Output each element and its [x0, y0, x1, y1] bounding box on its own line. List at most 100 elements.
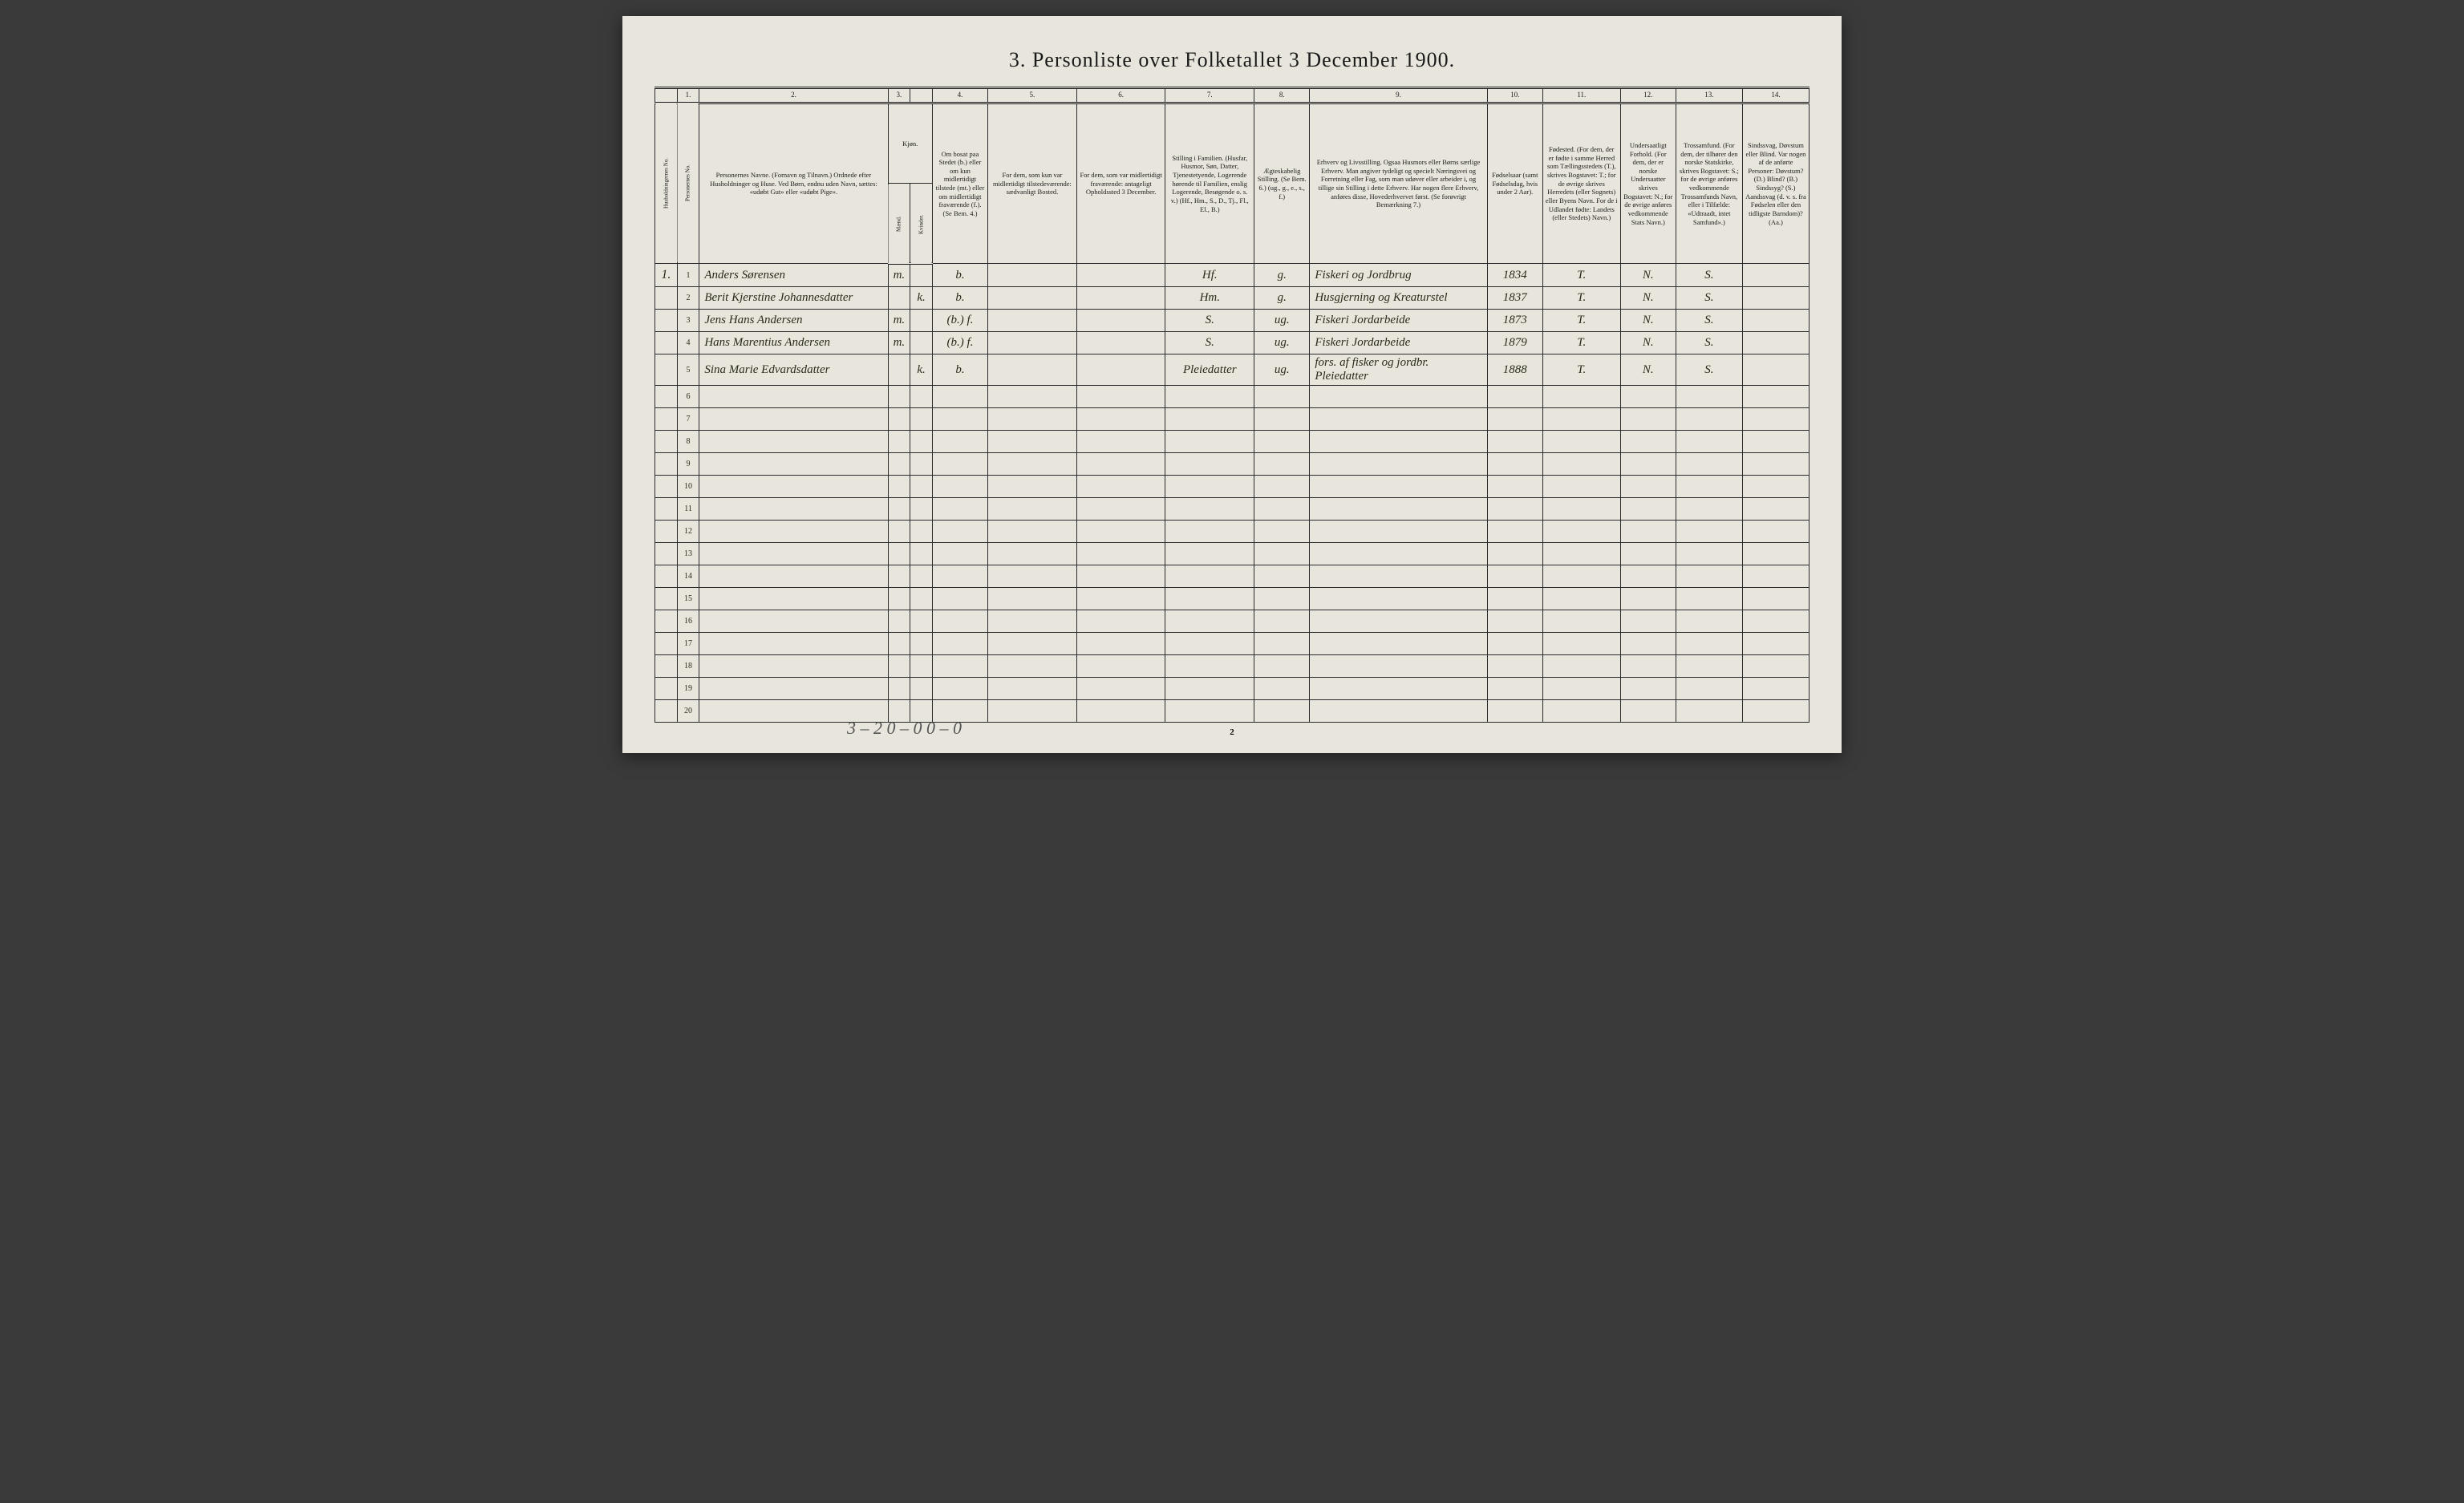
cell-empty: [932, 633, 987, 655]
cell-birth: 1888: [1487, 354, 1542, 386]
cell-empty: [910, 543, 933, 565]
header-pers-no: Personernes No.: [677, 103, 699, 264]
cell-bosat: b.: [932, 264, 987, 287]
column-number: 3.: [888, 88, 910, 103]
cell-empty: [932, 543, 987, 565]
cell-empty: [910, 521, 933, 543]
cell-empty: [1542, 565, 1620, 588]
cell-dis: [1742, 310, 1809, 332]
cell-empty: [910, 678, 933, 700]
header-sex: Kjøn.: [888, 103, 932, 184]
cell-empty: [1487, 588, 1542, 610]
cell-empty: [1620, 565, 1676, 588]
cell-empty: [1620, 453, 1676, 476]
header-religion: Trossamfund. (For dem, der tilhører den …: [1676, 103, 1742, 264]
cell-empty: [655, 543, 678, 565]
cell-empty: [1076, 386, 1165, 408]
cell-empty: [699, 543, 888, 565]
header-sex-m: Mænd.: [888, 184, 910, 264]
cell-empty: [932, 408, 987, 431]
cell-empty: [988, 700, 1077, 723]
cell-family: S.: [1165, 332, 1254, 354]
header-hh-no: Husholdningernes No.: [655, 103, 678, 264]
cell-empty: [699, 408, 888, 431]
cell-empty: [888, 453, 910, 476]
cell-empty: [888, 565, 910, 588]
cell-family: S.: [1165, 310, 1254, 332]
cell-occ: Fiskeri Jordarbeide: [1310, 332, 1487, 354]
cell-empty: [888, 588, 910, 610]
table-row-empty: 16: [655, 610, 1810, 633]
column-number: [655, 88, 678, 103]
cell-empty: 11: [677, 498, 699, 521]
table-row-empty: 15: [655, 588, 1810, 610]
cell-empty: [655, 678, 678, 700]
cell-empty: [699, 476, 888, 498]
cell-empty: [910, 610, 933, 633]
cell-empty: [988, 408, 1077, 431]
cell-empty: [1254, 610, 1310, 633]
cell-empty: [1676, 476, 1742, 498]
table-row: 3Jens Hans Andersenm.(b.) f.S.ug.Fiskeri…: [655, 310, 1810, 332]
cell-empty: [1487, 678, 1542, 700]
cell-place: T.: [1542, 310, 1620, 332]
cell-empty: [1310, 543, 1487, 565]
cell-present: [988, 287, 1077, 310]
cell-empty: [1542, 453, 1620, 476]
cell-rel: S.: [1676, 332, 1742, 354]
cell-empty: [699, 610, 888, 633]
cell-empty: [932, 678, 987, 700]
table-row-empty: 11: [655, 498, 1810, 521]
cell-empty: [699, 453, 888, 476]
cell-empty: [1742, 386, 1809, 408]
cell-absent: [1076, 287, 1165, 310]
cell-empty: [1076, 565, 1165, 588]
cell-k: [910, 264, 933, 287]
cell-empty: [888, 543, 910, 565]
column-number: 14.: [1742, 88, 1809, 103]
cell-empty: [1076, 633, 1165, 655]
cell-empty: [1254, 408, 1310, 431]
cell-no: 2: [677, 287, 699, 310]
cell-empty: [1620, 678, 1676, 700]
cell-empty: [1742, 700, 1809, 723]
cell-empty: [888, 408, 910, 431]
cell-empty: [1620, 386, 1676, 408]
cell-empty: [988, 476, 1077, 498]
cell-empty: [1742, 521, 1809, 543]
cell-empty: [1487, 431, 1542, 453]
cell-empty: [1742, 678, 1809, 700]
cell-empty: [910, 453, 933, 476]
cell-empty: [1620, 543, 1676, 565]
cell-empty: [1254, 386, 1310, 408]
cell-empty: [932, 610, 987, 633]
cell-empty: [699, 565, 888, 588]
cell-m: m.: [888, 332, 910, 354]
cell-empty: [988, 565, 1077, 588]
cell-empty: [1076, 700, 1165, 723]
cell-empty: [910, 431, 933, 453]
cell-empty: [1487, 521, 1542, 543]
cell-empty: [655, 521, 678, 543]
cell-empty: [1254, 498, 1310, 521]
column-number: [910, 88, 933, 103]
cell-empty: [699, 678, 888, 700]
table-row-empty: 10: [655, 476, 1810, 498]
column-number: 5.: [988, 88, 1077, 103]
cell-empty: [1487, 386, 1542, 408]
cell-rel: S.: [1676, 287, 1742, 310]
cell-empty: [655, 565, 678, 588]
cell-cit: N.: [1620, 354, 1676, 386]
cell-empty: 20: [677, 700, 699, 723]
cell-m: m.: [888, 264, 910, 287]
cell-present: [988, 264, 1077, 287]
cell-marital: g.: [1254, 287, 1310, 310]
cell-rel: S.: [1676, 264, 1742, 287]
cell-present: [988, 332, 1077, 354]
cell-hh: [655, 287, 678, 310]
cell-hh: 1.: [655, 264, 678, 287]
cell-empty: [1165, 633, 1254, 655]
cell-bosat: (b.) f.: [932, 332, 987, 354]
cell-no: 1: [677, 264, 699, 287]
cell-empty: [1076, 408, 1165, 431]
